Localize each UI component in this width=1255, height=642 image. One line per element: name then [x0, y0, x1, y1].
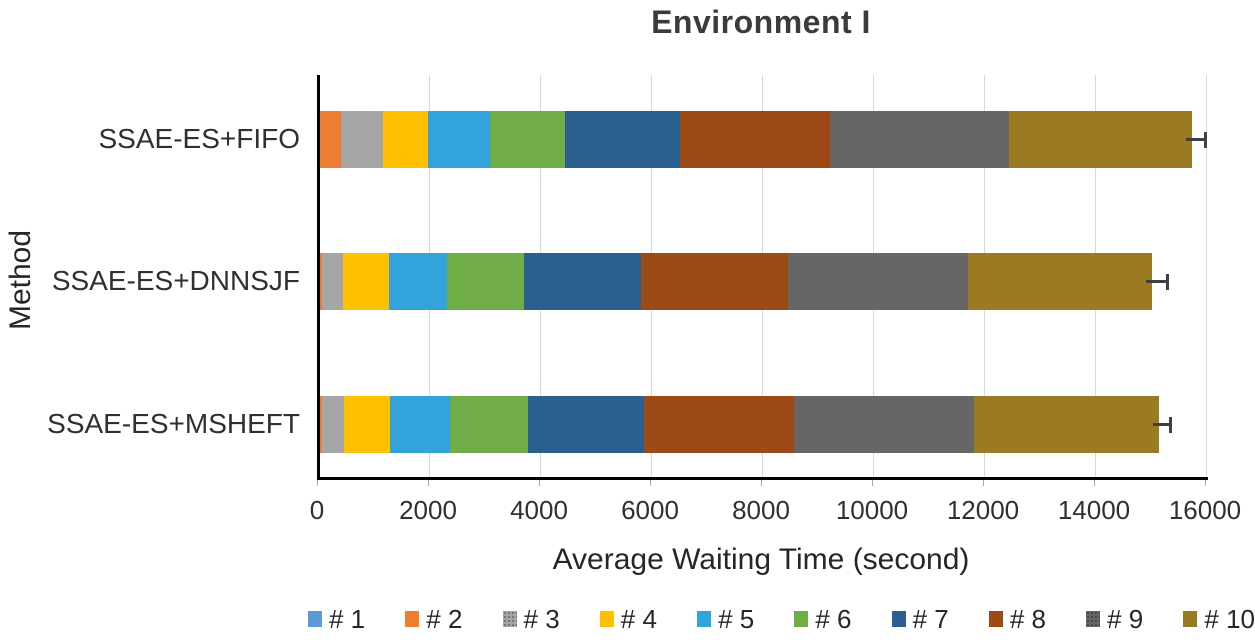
legend-label: # 3: [523, 603, 560, 634]
bar-segment: [446, 253, 524, 310]
bar-segment: [342, 253, 389, 310]
legend-item: # 9: [1086, 604, 1143, 635]
bar-segment: [388, 253, 447, 310]
legend-label: # 4: [620, 603, 657, 634]
x-axis-tick: [428, 480, 429, 486]
bar-segment: [641, 253, 789, 310]
legend-item: # 3: [502, 603, 560, 635]
legend-label: # 1: [329, 603, 366, 634]
legend-label: # 9: [1107, 603, 1144, 634]
error-bar-cap: [1165, 273, 1169, 290]
legend-item: # 4: [599, 603, 657, 635]
x-tick-label: 10000: [835, 495, 909, 525]
x-tick-label: 16000: [1168, 495, 1242, 525]
bar-segment: [343, 396, 391, 453]
legend-swatch: [405, 611, 420, 627]
x-axis-tick: [1205, 480, 1206, 486]
bar-segment: [523, 253, 642, 310]
error-bar-whisker: [1146, 280, 1168, 283]
bar-segment: [968, 253, 1153, 310]
x-tick-label: 6000: [621, 495, 679, 525]
gridline: [1206, 75, 1207, 477]
category-label-2: SSAE-ES+DNNSJF: [51, 264, 300, 296]
legend-item: # 7: [891, 603, 949, 635]
bar-segment: [450, 396, 529, 453]
x-axis-tick: [1094, 480, 1095, 486]
chart-title: Environment I: [651, 4, 871, 40]
x-axis-tick: [650, 480, 651, 486]
category-label-3: SSAE-ES+MSHEFT: [47, 407, 300, 439]
bar-segment: [794, 396, 975, 453]
bar-row: [320, 396, 1160, 453]
legend-swatch: [891, 611, 906, 627]
legend-swatch: [308, 611, 322, 627]
bar-segment: [320, 253, 322, 310]
bar-segment: [974, 396, 1160, 453]
x-axis-tick: [761, 480, 762, 486]
category-label-1: SSAE-ES+FIFO: [98, 122, 301, 154]
bar-segment: [341, 111, 383, 168]
x-axis-tick: [317, 480, 318, 486]
plot-area: [317, 75, 1208, 480]
bar-segment: [829, 111, 1010, 168]
legend-label: # 6: [815, 603, 852, 634]
error-bar-cap: [1169, 416, 1173, 433]
bar-segment: [564, 111, 680, 168]
bar-segment: [679, 111, 830, 168]
error-bar-whisker: [1153, 423, 1171, 426]
error-bar-whisker: [1185, 138, 1206, 141]
x-axis-tick: [983, 480, 984, 486]
legend-swatch: [599, 611, 614, 627]
x-tick-label: 2000: [399, 495, 457, 525]
x-axis-title: Average Waiting Time (second): [552, 543, 970, 576]
legend-label: # 2: [426, 603, 463, 634]
legend-label: # 7: [912, 603, 949, 634]
bar-row: [320, 253, 1153, 310]
legend-item: # 5: [697, 604, 754, 635]
legend-item: # 1: [308, 604, 365, 635]
legend-swatch: [502, 611, 517, 627]
bar-segment: [382, 111, 428, 168]
legend-label: # 5: [718, 603, 755, 634]
bar-segment: [528, 396, 645, 453]
legend-swatch: [794, 611, 809, 627]
x-axis-tick: [872, 480, 873, 486]
x-tick-label: 8000: [732, 495, 790, 525]
legend-label: # 10: [1204, 603, 1255, 634]
bar-segment: [321, 253, 343, 310]
legend-item: # 6: [794, 604, 851, 635]
legend-item: # 8: [988, 603, 1047, 635]
error-bar-cap: [1204, 131, 1207, 148]
bar-segment: [788, 253, 969, 310]
legend-label: # 8: [1009, 603, 1047, 634]
bar-row: [320, 111, 1192, 168]
legend-item: # 2: [405, 604, 462, 635]
x-axis-tick: [539, 480, 540, 486]
bar-segment: [1009, 111, 1192, 168]
x-tick-label: 14000: [1057, 495, 1131, 525]
x-tick-label: 12000: [946, 495, 1020, 525]
bar-segment: [427, 111, 491, 168]
legend-swatch: [697, 611, 712, 627]
x-tick-label: 4000: [510, 495, 568, 525]
bar-segment: [321, 396, 344, 453]
chart-legend: # 1 # 2 # 3 # 4 # 5 # 6 # 7 # 8 # 9 # 10: [308, 601, 1255, 637]
bar-segment: [320, 396, 322, 453]
bar-segment: [490, 111, 565, 168]
legend-swatch: [1183, 611, 1198, 627]
bar-segment: [320, 111, 342, 168]
legend-swatch: [1086, 611, 1101, 627]
legend-swatch: [988, 611, 1003, 627]
bar-segment: [390, 396, 451, 453]
x-tick-label: 0: [309, 495, 325, 525]
bar-segment: [644, 396, 795, 453]
legend-item: # 10: [1183, 604, 1255, 635]
